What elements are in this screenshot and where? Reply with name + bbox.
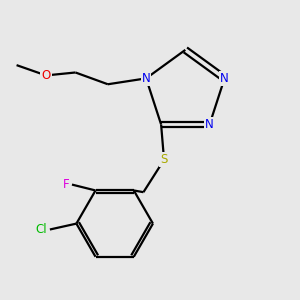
Text: N: N: [220, 72, 229, 85]
Text: O: O: [41, 69, 51, 82]
Text: N: N: [142, 72, 151, 85]
Text: F: F: [62, 178, 69, 191]
Text: N: N: [205, 118, 214, 131]
Text: S: S: [160, 153, 168, 166]
Text: Cl: Cl: [35, 223, 47, 236]
